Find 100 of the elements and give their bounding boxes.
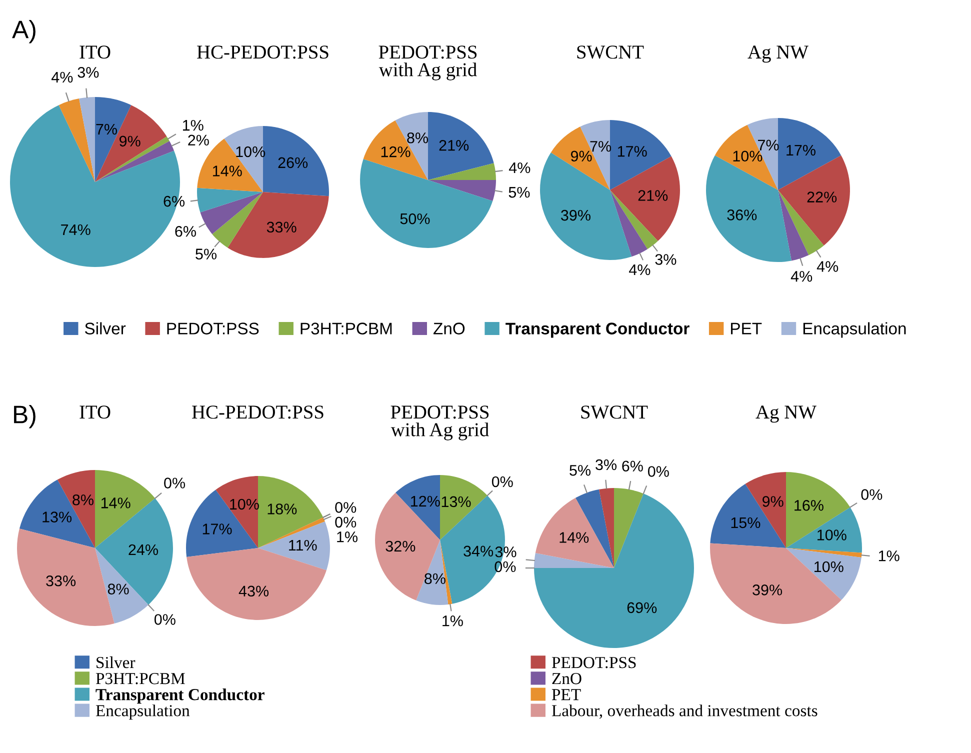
- pie-slice: [714, 124, 778, 190]
- pie-slice: [19, 480, 95, 548]
- data-label: 16%: [794, 500, 824, 511]
- data-label: 34%: [464, 546, 494, 557]
- text: 0%: [335, 516, 356, 528]
- data-label: 1%: [878, 550, 900, 562]
- data-label: 12%: [381, 146, 410, 158]
- data-label: 14%: [213, 166, 242, 176]
- pie-slice: [428, 163, 496, 180]
- data-label: 17%: [202, 524, 232, 534]
- data-label: 8%: [108, 584, 129, 594]
- data-label: 39%: [752, 584, 782, 596]
- data-label: 8%: [424, 573, 446, 584]
- chart-title: Ag NW: [748, 46, 808, 63]
- data-label: 11%: [289, 540, 317, 551]
- data-label: 2%: [188, 134, 209, 146]
- data-label: 33%: [266, 222, 296, 233]
- data-label: 8%: [407, 132, 428, 144]
- data-label: 24%: [128, 544, 158, 556]
- pie-slice: [534, 494, 694, 648]
- data-label: 6%: [175, 226, 196, 237]
- pie-slice: [95, 105, 167, 182]
- pie-slice: [416, 540, 448, 605]
- data-label: 4%: [790, 271, 812, 282]
- text: 0%: [154, 614, 176, 625]
- data-label: 22%: [807, 192, 837, 202]
- data-label: 39%: [561, 210, 590, 221]
- legend-label: P3HT:PCBM: [96, 672, 185, 684]
- legend-label: Silver: [84, 322, 126, 334]
- pie-slice: [710, 543, 842, 624]
- pie-slice: [200, 192, 263, 234]
- data-label: 4%: [508, 162, 530, 174]
- legend-label: PEDOT:PSS: [552, 656, 636, 668]
- data-label: 7%: [758, 140, 779, 150]
- pie-slice: [778, 155, 850, 246]
- data-label: 7%: [590, 140, 612, 152]
- data-label: 50%: [400, 213, 430, 224]
- data-label: 26%: [278, 157, 308, 168]
- legend-label: P3HT:PCBM: [300, 322, 392, 334]
- data-label: 15%: [731, 517, 760, 528]
- legend-label: PEDOT:PSS: [167, 322, 259, 334]
- chart-title: ITO: [80, 406, 110, 419]
- data-label: 33%: [46, 575, 76, 586]
- data-label: 69%: [627, 602, 657, 614]
- legend-label: ZnO: [552, 672, 582, 684]
- legend-label: Transparent Conductor: [96, 688, 264, 704]
- data-label: 7%: [96, 124, 117, 135]
- data-label: 21%: [439, 140, 469, 151]
- data-label: 4%: [51, 72, 73, 83]
- text: 0%: [492, 476, 513, 488]
- legend-label: Silver: [96, 656, 136, 668]
- legend-label: Labour, overheads and investment costs: [552, 704, 818, 719]
- text: 0%: [335, 502, 356, 513]
- data-label: 10%: [814, 561, 844, 572]
- data-label: 6%: [622, 460, 643, 472]
- data-label: 10%: [818, 530, 846, 540]
- pie-slice: [58, 98, 95, 182]
- pie-slice: [614, 488, 644, 568]
- pie-slice: [610, 120, 672, 190]
- pie-slice: [550, 126, 610, 190]
- data-label: 14%: [560, 532, 589, 543]
- data-label: 1%: [337, 532, 358, 542]
- pie-slice: [186, 490, 258, 558]
- data-label: 43%: [238, 586, 269, 597]
- chart-title: SWCNT: [581, 406, 648, 419]
- data-label: 9%: [120, 136, 140, 147]
- pie-slice: [212, 192, 263, 248]
- data-label: 8%: [72, 494, 94, 506]
- text: 0%: [648, 466, 669, 477]
- data-label: 17%: [786, 144, 816, 156]
- text: A): [12, 20, 36, 44]
- data-label: 1%: [182, 120, 204, 131]
- data-label: 21%: [638, 190, 668, 201]
- pie-slice: [428, 180, 496, 202]
- pie-slice: [396, 475, 440, 540]
- pie-slice: [786, 548, 862, 600]
- data-label: 74%: [61, 224, 90, 236]
- chart-title: SWCNT: [577, 46, 644, 59]
- pie-slice: [534, 553, 614, 568]
- pie-slice: [778, 118, 842, 190]
- pie-slice: [786, 472, 850, 548]
- data-label: 9%: [762, 496, 784, 507]
- chart-title: PEDOT:PSS with Ag grid: [390, 406, 489, 440]
- text: B): [14, 405, 36, 428]
- chart-title: HC-PEDOT:PSS: [197, 46, 328, 59]
- data-label: 5%: [570, 465, 591, 476]
- legend-label: Transparent Conductor: [506, 322, 690, 338]
- pie-slice: [440, 475, 488, 540]
- pie-slice: [610, 156, 680, 242]
- data-label: 32%: [386, 540, 416, 552]
- data-label: 18%: [268, 504, 297, 514]
- data-label: 5%: [196, 248, 217, 260]
- pie-slice: [360, 158, 493, 248]
- legend-label: PET: [731, 322, 762, 334]
- data-label: 12%: [411, 496, 440, 507]
- legend-label: Encapsulation: [96, 704, 190, 720]
- legend-label: ZnO: [434, 322, 465, 334]
- chart-title: ITO: [80, 46, 110, 59]
- pie-slice: [428, 112, 494, 180]
- data-label: 3%: [596, 459, 617, 470]
